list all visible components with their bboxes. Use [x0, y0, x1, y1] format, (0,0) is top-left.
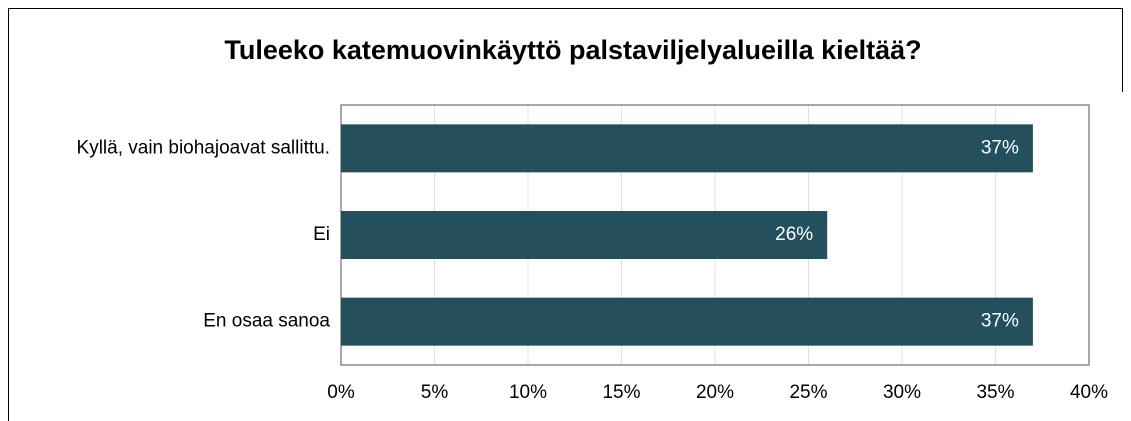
x-tick-label: 30%: [883, 382, 921, 403]
y-tick-label: Kyllä, vain biohajoavat sallittu.: [77, 137, 330, 158]
x-tick-label: 10%: [509, 382, 547, 403]
x-tick-label: 15%: [602, 382, 640, 403]
bar: [341, 124, 1033, 173]
x-tick-label: 25%: [789, 382, 827, 403]
value-label: 26%: [775, 224, 813, 245]
bar: [341, 297, 1033, 346]
y-tick-label: Ei: [313, 224, 330, 245]
chart-title: Tuleeko katemuovinkäyttö palstaviljelyal…: [224, 35, 921, 65]
y-tick-label: En osaa sanoa: [203, 311, 330, 332]
frame: [8, 8, 1123, 421]
bar: [341, 211, 828, 259]
value-label: 37%: [981, 137, 1019, 158]
value-label: 37%: [981, 311, 1019, 332]
x-tick-label: 0%: [327, 382, 355, 403]
x-tick-label: 5%: [421, 382, 449, 403]
x-tick-label: 20%: [696, 382, 734, 403]
x-tick-label: 40%: [1070, 382, 1108, 403]
x-tick-label: 35%: [976, 382, 1014, 403]
